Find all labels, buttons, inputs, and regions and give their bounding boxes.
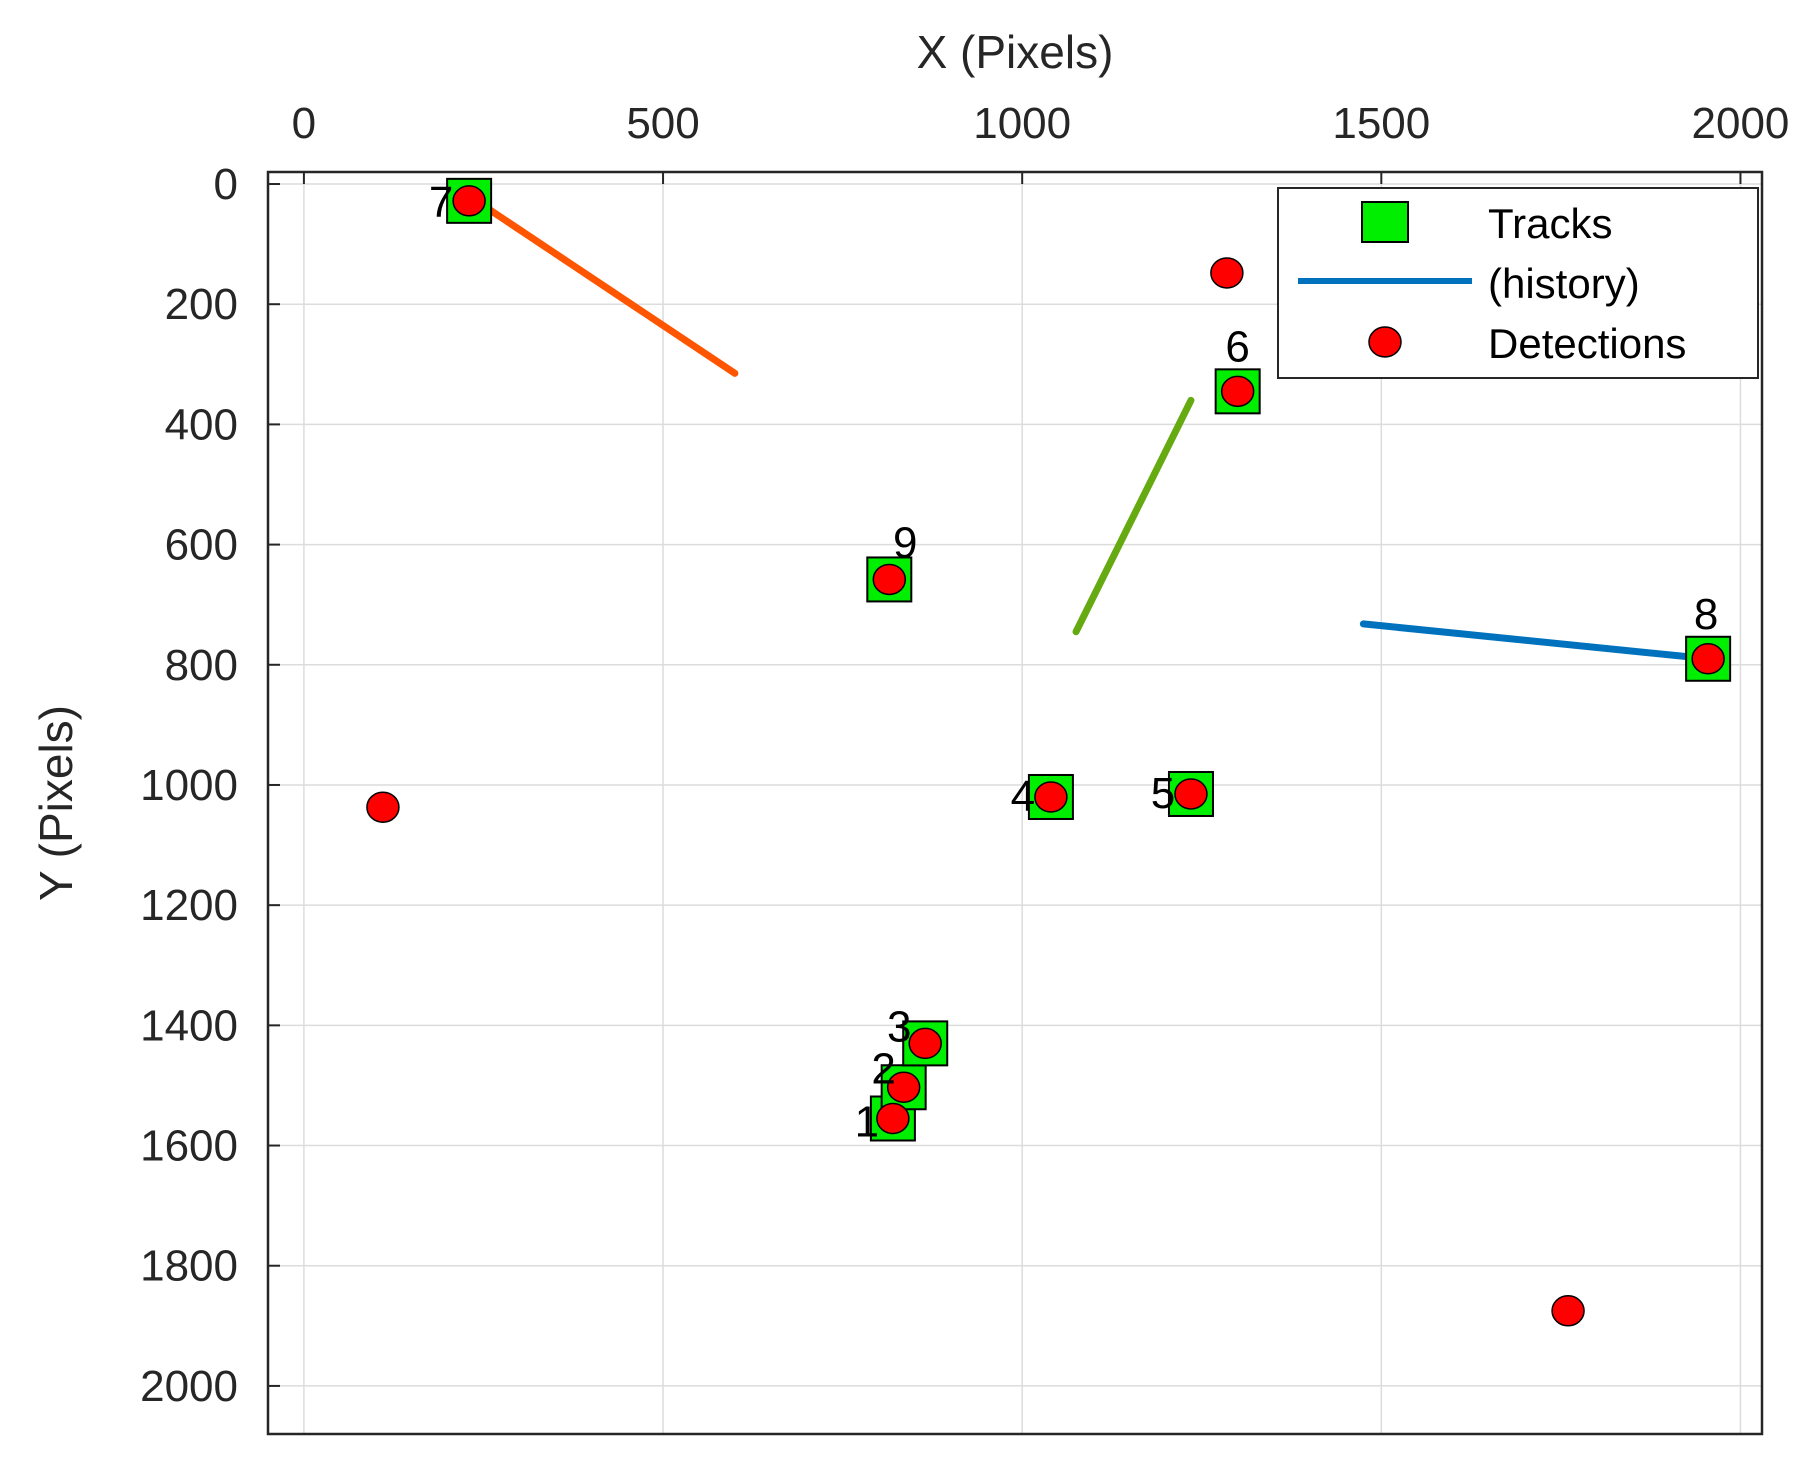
- y-tick-label: 200: [165, 280, 238, 329]
- track-label-8: 8: [1694, 590, 1718, 639]
- track-label-9: 9: [893, 518, 917, 567]
- x-axis-label: X (Pixels): [917, 26, 1114, 78]
- track-label-7: 7: [429, 178, 453, 227]
- y-tick-label: 2000: [140, 1362, 238, 1411]
- y-tick-label: 1400: [140, 1001, 238, 1050]
- x-tick-label: 1000: [973, 99, 1071, 148]
- legend-detection-label: Detections: [1488, 320, 1686, 367]
- track-history-7: [472, 197, 739, 377]
- y-tick-labels: 0 200 400 600 800 1000 1200 1400 1600 1800 2000: [140, 160, 238, 1411]
- y-tick-label: 600: [165, 521, 238, 570]
- legend-track-label: Tracks: [1488, 200, 1612, 247]
- y-tick-label: 1600: [140, 1122, 238, 1171]
- detection-marker: [876, 1102, 910, 1135]
- detection-marker: [1034, 781, 1068, 813]
- x-tick-label: 0: [292, 99, 316, 148]
- track-label-4: 4: [1011, 772, 1035, 821]
- track-histories: [472, 197, 1712, 663]
- x-tick-label: 500: [626, 99, 699, 148]
- y-tick-label: 400: [165, 400, 238, 449]
- detection-marker: [1691, 643, 1725, 675]
- grid: [268, 172, 1762, 1434]
- detection-marker: [886, 1071, 921, 1104]
- track-label-6: 6: [1225, 322, 1249, 371]
- detection-marker: [908, 1027, 942, 1060]
- track-history-5: [1072, 396, 1195, 636]
- detection-marker: [1174, 778, 1208, 810]
- legend: Tracks (history) Detections: [1277, 187, 1759, 379]
- y-tick-label: 800: [165, 641, 238, 690]
- track-label-5: 5: [1151, 769, 1175, 818]
- track-history-8: [1359, 620, 1712, 663]
- y-tick-label: 1800: [140, 1242, 238, 1291]
- track-label-1: 1: [855, 1098, 879, 1147]
- legend-history-label: (history): [1488, 260, 1640, 307]
- detection-marker: [1210, 257, 1244, 289]
- detection-marker: [452, 185, 486, 217]
- legend-box: [1277, 187, 1759, 379]
- x-tick-label: 1500: [1332, 99, 1430, 148]
- detection-marker: [366, 791, 400, 823]
- legend-detection-marker: [1368, 326, 1402, 358]
- detection-marker: [1220, 375, 1255, 408]
- detection-marker: [872, 563, 907, 596]
- track-label-3: 3: [887, 1002, 911, 1051]
- detections: [366, 185, 1725, 1327]
- detection-marker: [1551, 1295, 1585, 1327]
- y-axis-label: Y (Pixels): [30, 705, 82, 901]
- y-tick-label: 0: [214, 160, 238, 209]
- plot-frame: [266, 170, 1764, 1436]
- y-tick-label: 1200: [140, 881, 238, 930]
- x-tick-label: 2000: [1692, 99, 1790, 148]
- y-tick-label: 1000: [140, 761, 238, 810]
- track-label-2: 2: [871, 1044, 895, 1093]
- x-tick-labels: 0 500 1000 1500 2000: [292, 99, 1790, 148]
- legend-track-marker: [1361, 201, 1409, 243]
